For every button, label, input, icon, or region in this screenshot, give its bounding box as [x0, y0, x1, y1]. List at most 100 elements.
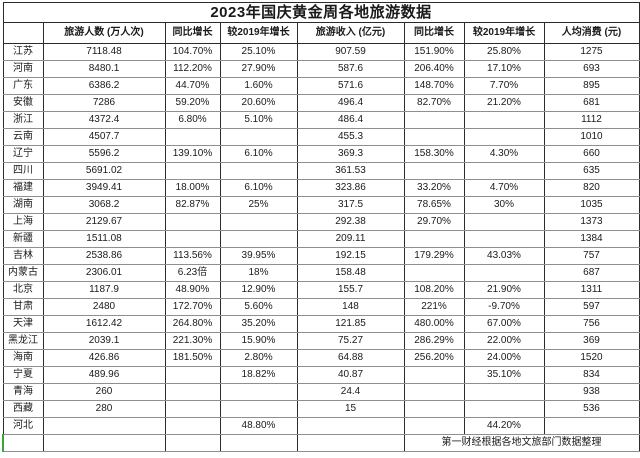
- value-cell[interactable]: [219, 128, 298, 146]
- province-cell[interactable]: 湖南: [2, 196, 44, 214]
- value-cell[interactable]: [42, 417, 166, 435]
- value-cell[interactable]: 20.60%: [219, 94, 298, 112]
- value-cell[interactable]: 108.20%: [403, 281, 465, 299]
- value-cell[interactable]: 480.00%: [403, 315, 465, 333]
- column-header[interactable]: 旅游人数 (万人次): [42, 22, 166, 44]
- column-header[interactable]: 人均消费 (元): [543, 22, 640, 44]
- value-cell[interactable]: 2039.1: [42, 332, 166, 350]
- value-cell[interactable]: 693: [543, 60, 640, 78]
- value-cell[interactable]: 260: [42, 383, 166, 401]
- value-cell[interactable]: 292.38: [296, 213, 405, 231]
- value-cell[interactable]: 757: [543, 247, 640, 265]
- value-cell[interactable]: 6.80%: [164, 111, 221, 129]
- value-cell[interactable]: 67.00%: [463, 315, 545, 333]
- value-cell[interactable]: 7118.48: [42, 43, 166, 61]
- province-cell[interactable]: 内蒙古: [2, 264, 44, 282]
- value-cell[interactable]: [219, 162, 298, 180]
- value-cell[interactable]: 104.70%: [164, 43, 221, 61]
- value-cell[interactable]: 12.90%: [219, 281, 298, 299]
- value-cell[interactable]: 687: [543, 264, 640, 282]
- value-cell[interactable]: [219, 400, 298, 418]
- cell[interactable]: [42, 434, 166, 452]
- value-cell[interactable]: 8480.1: [42, 60, 166, 78]
- province-cell[interactable]: 青海: [2, 383, 44, 401]
- value-cell[interactable]: 75.27: [296, 332, 405, 350]
- value-cell[interactable]: 43.03%: [463, 247, 545, 265]
- value-cell[interactable]: 317.5: [296, 196, 405, 214]
- province-cell[interactable]: 海南: [2, 349, 44, 367]
- value-cell[interactable]: [164, 213, 221, 231]
- column-header[interactable]: 同比增长: [403, 22, 465, 44]
- value-cell[interactable]: 3068.2: [42, 196, 166, 214]
- value-cell[interactable]: 820: [543, 179, 640, 197]
- value-cell[interactable]: 206.40%: [403, 60, 465, 78]
- value-cell[interactable]: [463, 400, 545, 418]
- value-cell[interactable]: 64.88: [296, 349, 405, 367]
- value-cell[interactable]: [463, 383, 545, 401]
- table-title[interactable]: 2023年国庆黄金周各地旅游数据: [2, 2, 640, 23]
- cell[interactable]: [296, 434, 405, 452]
- value-cell[interactable]: 44.20%: [463, 417, 545, 435]
- value-cell[interactable]: 256.20%: [403, 349, 465, 367]
- value-cell[interactable]: [219, 230, 298, 248]
- value-cell[interactable]: 369: [543, 332, 640, 350]
- province-cell[interactable]: 西藏: [2, 400, 44, 418]
- value-cell[interactable]: 1.60%: [219, 77, 298, 95]
- column-header[interactable]: 同比增长: [164, 22, 221, 44]
- value-cell[interactable]: 7.70%: [463, 77, 545, 95]
- value-cell[interactable]: 7286: [42, 94, 166, 112]
- value-cell[interactable]: 5596.2: [42, 145, 166, 163]
- value-cell[interactable]: 44.70%: [164, 77, 221, 95]
- province-cell[interactable]: 云南: [2, 128, 44, 146]
- value-cell[interactable]: 148: [296, 298, 405, 316]
- value-cell[interactable]: 33.20%: [403, 179, 465, 197]
- value-cell[interactable]: 21.20%: [463, 94, 545, 112]
- value-cell[interactable]: 25%: [219, 196, 298, 214]
- value-cell[interactable]: 25.10%: [219, 43, 298, 61]
- value-cell[interactable]: 369.3: [296, 145, 405, 163]
- value-cell[interactable]: 1112: [543, 111, 640, 129]
- value-cell[interactable]: [403, 111, 465, 129]
- value-cell[interactable]: 6386.2: [42, 77, 166, 95]
- value-cell[interactable]: 82.87%: [164, 196, 221, 214]
- value-cell[interactable]: [403, 383, 465, 401]
- value-cell[interactable]: 172.70%: [164, 298, 221, 316]
- value-cell[interactable]: 5691.02: [42, 162, 166, 180]
- value-cell[interactable]: [164, 230, 221, 248]
- value-cell[interactable]: 938: [543, 383, 640, 401]
- value-cell[interactable]: 21.90%: [463, 281, 545, 299]
- value-cell[interactable]: 1384: [543, 230, 640, 248]
- value-cell[interactable]: 1187.9: [42, 281, 166, 299]
- province-cell[interactable]: 江苏: [2, 43, 44, 61]
- value-cell[interactable]: [403, 264, 465, 282]
- province-cell[interactable]: 浙江: [2, 111, 44, 129]
- province-cell[interactable]: 北京: [2, 281, 44, 299]
- value-cell[interactable]: 181.50%: [164, 349, 221, 367]
- value-cell[interactable]: 455.3: [296, 128, 405, 146]
- value-cell[interactable]: 39.95%: [219, 247, 298, 265]
- value-cell[interactable]: 121.85: [296, 315, 405, 333]
- value-cell[interactable]: 15.90%: [219, 332, 298, 350]
- value-cell[interactable]: 148.70%: [403, 77, 465, 95]
- value-cell[interactable]: [463, 264, 545, 282]
- value-cell[interactable]: 2538.86: [42, 247, 166, 265]
- value-cell[interactable]: 280: [42, 400, 166, 418]
- value-cell[interactable]: 635: [543, 162, 640, 180]
- province-cell[interactable]: 甘肃: [2, 298, 44, 316]
- value-cell[interactable]: 6.10%: [219, 145, 298, 163]
- cell[interactable]: [219, 434, 298, 452]
- value-cell[interactable]: 5.10%: [219, 111, 298, 129]
- value-cell[interactable]: 834: [543, 366, 640, 384]
- value-cell[interactable]: [403, 230, 465, 248]
- province-cell[interactable]: 安徽: [2, 94, 44, 112]
- value-cell[interactable]: 4.30%: [463, 145, 545, 163]
- value-cell[interactable]: 179.29%: [403, 247, 465, 265]
- value-cell[interactable]: 15: [296, 400, 405, 418]
- selected-cell[interactable]: [2, 434, 44, 452]
- province-cell[interactable]: 福建: [2, 179, 44, 197]
- province-cell[interactable]: 河北: [2, 417, 44, 435]
- value-cell[interactable]: [463, 128, 545, 146]
- value-cell[interactable]: 1511.08: [42, 230, 166, 248]
- value-cell[interactable]: 571.6: [296, 77, 405, 95]
- value-cell[interactable]: 5.60%: [219, 298, 298, 316]
